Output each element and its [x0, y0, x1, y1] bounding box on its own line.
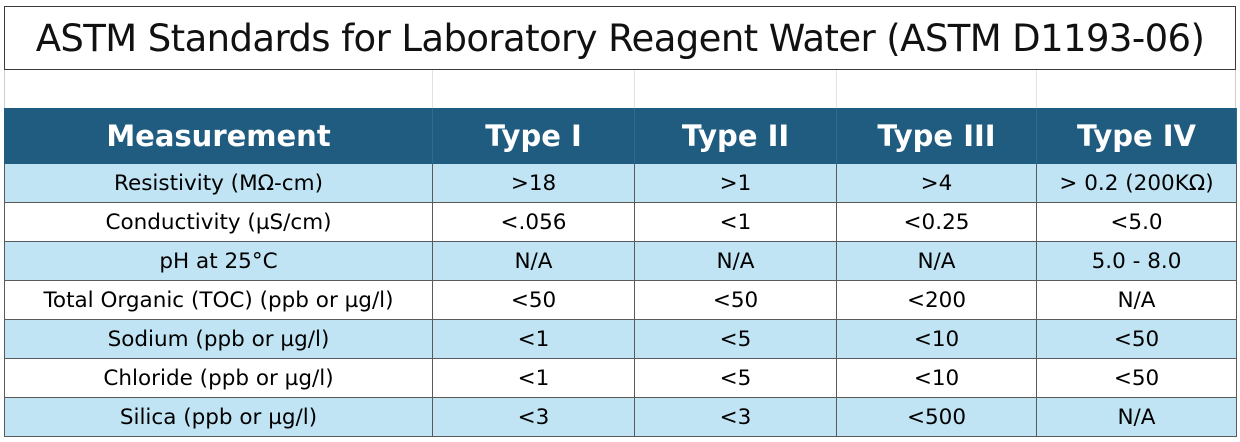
value-cell[interactable]: <0.25	[836, 202, 1037, 242]
value-cell[interactable]: <3	[634, 397, 837, 437]
header-row: Measurement Type I Type II Type III Type…	[4, 108, 1237, 164]
value-cell[interactable]: <1	[432, 319, 635, 359]
empty-cell[interactable]	[433, 70, 635, 108]
empty-cell[interactable]	[1037, 70, 1235, 108]
title-cell[interactable]: ASTM Standards for Laboratory Reagent Wa…	[4, 6, 1236, 70]
measurement-cell[interactable]: Conductivity (µS/cm)	[4, 202, 433, 242]
value-cell[interactable]: N/A	[1036, 280, 1237, 320]
value-cell[interactable]: <.056	[432, 202, 635, 242]
value-cell[interactable]: N/A	[634, 241, 837, 281]
value-cell[interactable]: >4	[836, 163, 1037, 203]
value-cell[interactable]: 5.0 - 8.0	[1036, 241, 1237, 281]
table-row: Resistivity (MΩ-cm) >18 >1 >4 > 0.2 (200…	[4, 163, 1237, 203]
value-cell[interactable]: <50	[432, 280, 635, 320]
page-title: ASTM Standards for Laboratory Reagent Wa…	[35, 16, 1205, 60]
table-row: Conductivity (µS/cm) <.056 <1 <0.25 <5.0	[4, 202, 1237, 242]
value-cell[interactable]: N/A	[836, 241, 1037, 281]
value-cell[interactable]: <200	[836, 280, 1037, 320]
header-type-iii[interactable]: Type III	[836, 108, 1037, 164]
value-cell[interactable]: <50	[1036, 319, 1237, 359]
table-row: Chloride (ppb or µg/l) <1 <5 <10 <50	[4, 358, 1237, 398]
value-cell[interactable]: <10	[836, 358, 1037, 398]
value-cell[interactable]: >1	[634, 163, 837, 203]
value-cell[interactable]: N/A	[432, 241, 635, 281]
empty-cell[interactable]	[5, 70, 433, 108]
value-cell[interactable]: <500	[836, 397, 1037, 437]
header-type-ii[interactable]: Type II	[634, 108, 837, 164]
value-cell[interactable]: <1	[432, 358, 635, 398]
empty-cell[interactable]	[837, 70, 1037, 108]
measurement-cell[interactable]: pH at 25°C	[4, 241, 433, 281]
value-cell[interactable]: <3	[432, 397, 635, 437]
table-row: Silica (ppb or µg/l) <3 <3 <500 N/A	[4, 397, 1237, 437]
measurement-cell[interactable]: Sodium (ppb or µg/l)	[4, 319, 433, 359]
table-row: Sodium (ppb or µg/l) <1 <5 <10 <50	[4, 319, 1237, 359]
measurement-cell[interactable]: Chloride (ppb or µg/l)	[4, 358, 433, 398]
value-cell[interactable]: >18	[432, 163, 635, 203]
value-cell[interactable]: > 0.2 (200KΩ)	[1036, 163, 1237, 203]
value-cell[interactable]: <50	[1036, 358, 1237, 398]
measurement-cell[interactable]: Total Organic (TOC) (ppb or µg/l)	[4, 280, 433, 320]
value-cell[interactable]: <1	[634, 202, 837, 242]
table-row: Total Organic (TOC) (ppb or µg/l) <50 <5…	[4, 280, 1237, 320]
value-cell[interactable]: <50	[634, 280, 837, 320]
empty-cell[interactable]	[635, 70, 837, 108]
value-cell[interactable]: <10	[836, 319, 1037, 359]
value-cell[interactable]: <5	[634, 358, 837, 398]
value-cell[interactable]: <5	[634, 319, 837, 359]
header-type-i[interactable]: Type I	[432, 108, 635, 164]
value-cell[interactable]: <5.0	[1036, 202, 1237, 242]
reagent-water-table: Measurement Type I Type II Type III Type…	[4, 108, 1237, 437]
header-type-iv[interactable]: Type IV	[1036, 108, 1237, 164]
value-cell[interactable]: N/A	[1036, 397, 1237, 437]
table-row: pH at 25°C N/A N/A N/A 5.0 - 8.0	[4, 241, 1237, 281]
measurement-cell[interactable]: Silica (ppb or µg/l)	[4, 397, 433, 437]
empty-row[interactable]	[4, 70, 1236, 108]
header-measurement[interactable]: Measurement	[4, 108, 433, 164]
measurement-cell[interactable]: Resistivity (MΩ-cm)	[4, 163, 433, 203]
